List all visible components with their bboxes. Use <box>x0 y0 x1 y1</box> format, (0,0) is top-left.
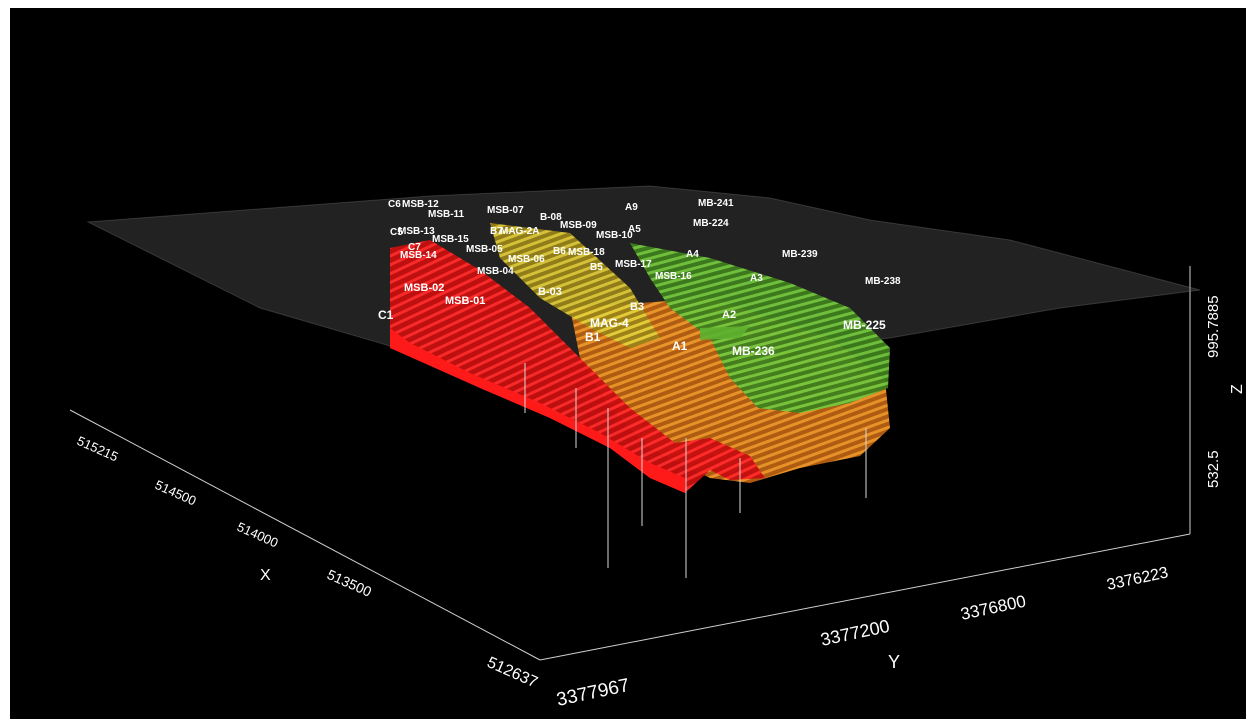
borehole-label[interactable]: MSB-18 <box>568 247 605 258</box>
x-tick-label: 514000 <box>235 519 281 550</box>
y-axis: 3377967 3377200 3376800 3376223 Y <box>555 564 1170 711</box>
z-tick-label: 532.5 <box>1205 450 1222 488</box>
borehole-label[interactable]: MSB-13 <box>398 226 435 237</box>
borehole-label[interactable]: MSB-11 <box>428 209 465 220</box>
borehole-label[interactable]: A4 <box>686 249 699 260</box>
borehole-label[interactable]: MB-238 <box>865 276 901 287</box>
y-tick-label: 3377200 <box>819 616 892 650</box>
z-axis: 995.7885 532.5 Z <box>1205 295 1246 488</box>
borehole-label[interactable]: MAG-2A <box>500 226 539 237</box>
borehole-label[interactable]: MSB-14 <box>400 250 437 261</box>
borehole-traces <box>524 363 867 578</box>
borehole-label[interactable]: MB-225 <box>843 318 886 332</box>
borehole-label[interactable]: C1 <box>378 308 394 322</box>
y-tick-label: 3377967 <box>555 675 632 711</box>
borehole-label[interactable]: B6 <box>553 246 566 257</box>
borehole-label[interactable]: A1 <box>672 339 688 353</box>
borehole-label[interactable]: C5 <box>390 227 403 238</box>
borehole-label[interactable]: MSB-12 <box>402 199 439 210</box>
3d-geology-viewport[interactable]: C6 MSB-12 MSB-11 MSB-07 B-08 MSB-09 A9 M… <box>10 8 1246 719</box>
x-axis-name: X <box>260 567 271 584</box>
green-layer-surface <box>630 243 890 413</box>
red-layer-edge <box>390 328 685 493</box>
borehole-label[interactable]: MSB-02 <box>404 282 444 294</box>
borehole-label[interactable]: MSB-04 <box>477 266 514 277</box>
borehole-label[interactable]: MSB-07 <box>487 205 524 216</box>
borehole-label[interactable]: C7 <box>408 242 421 253</box>
borehole-label[interactable]: B7 <box>490 226 503 237</box>
borehole-label[interactable]: MB-239 <box>782 249 818 260</box>
borehole-label[interactable]: MSB-15 <box>432 234 469 245</box>
x-tick-label: 512637 <box>484 654 540 691</box>
green-lens <box>700 326 750 340</box>
borehole-label[interactable]: C6 <box>388 199 401 210</box>
z-axis-name: Z <box>1229 384 1246 394</box>
borehole-label[interactable]: MSB-16 <box>655 271 692 282</box>
borehole-label[interactable]: A2 <box>722 309 736 321</box>
borehole-label[interactable]: MAG-4 <box>590 316 629 330</box>
bounding-box <box>69 266 1191 661</box>
borehole-label[interactable]: B1 <box>585 330 601 344</box>
borehole-label[interactable]: B-03 <box>538 286 562 298</box>
yellow-layer-surface <box>490 223 660 348</box>
borehole-label[interactable]: A5 <box>628 224 641 235</box>
y-axis-name: Y <box>888 652 900 672</box>
x-axis: 515215 514500 514000 513500 512637 X <box>75 433 540 691</box>
borehole-label[interactable]: MB-224 <box>693 218 729 229</box>
borehole-label[interactable]: MSB-01 <box>445 295 485 307</box>
3d-scene[interactable]: C6 MSB-12 MSB-11 MSB-07 B-08 MSB-09 A9 M… <box>10 8 1246 719</box>
y-tick-label: 3376223 <box>1105 564 1170 594</box>
borehole-label[interactable]: MB-236 <box>732 344 775 358</box>
borehole-label[interactable]: B-08 <box>540 212 562 223</box>
borehole-label[interactable]: MSB-09 <box>560 220 597 231</box>
borehole-label[interactable]: B5 <box>590 262 603 273</box>
y-tick-label: 3376800 <box>959 592 1028 624</box>
borehole-label[interactable]: A9 <box>625 202 638 213</box>
borehole-label[interactable]: MB-241 <box>698 198 734 209</box>
x-tick-label: 515215 <box>75 433 121 464</box>
borehole-label[interactable]: MSB-06 <box>508 254 545 265</box>
borehole-label[interactable]: A3 <box>750 273 763 284</box>
borehole-label[interactable]: MSB-10 <box>596 230 633 241</box>
borehole-label[interactable]: MSB-17 <box>615 259 652 270</box>
borehole-label[interactable]: MSB-05 <box>466 244 503 255</box>
x-tick-label: 513500 <box>325 566 374 600</box>
x-tick-label: 514500 <box>153 477 199 508</box>
borehole-label[interactable]: B3 <box>630 301 644 313</box>
z-tick-label: 995.7885 <box>1205 295 1222 358</box>
borehole-labels: C6 MSB-12 MSB-11 MSB-07 B-08 MSB-09 A9 M… <box>378 198 901 358</box>
red-layer-surface <box>390 240 765 493</box>
